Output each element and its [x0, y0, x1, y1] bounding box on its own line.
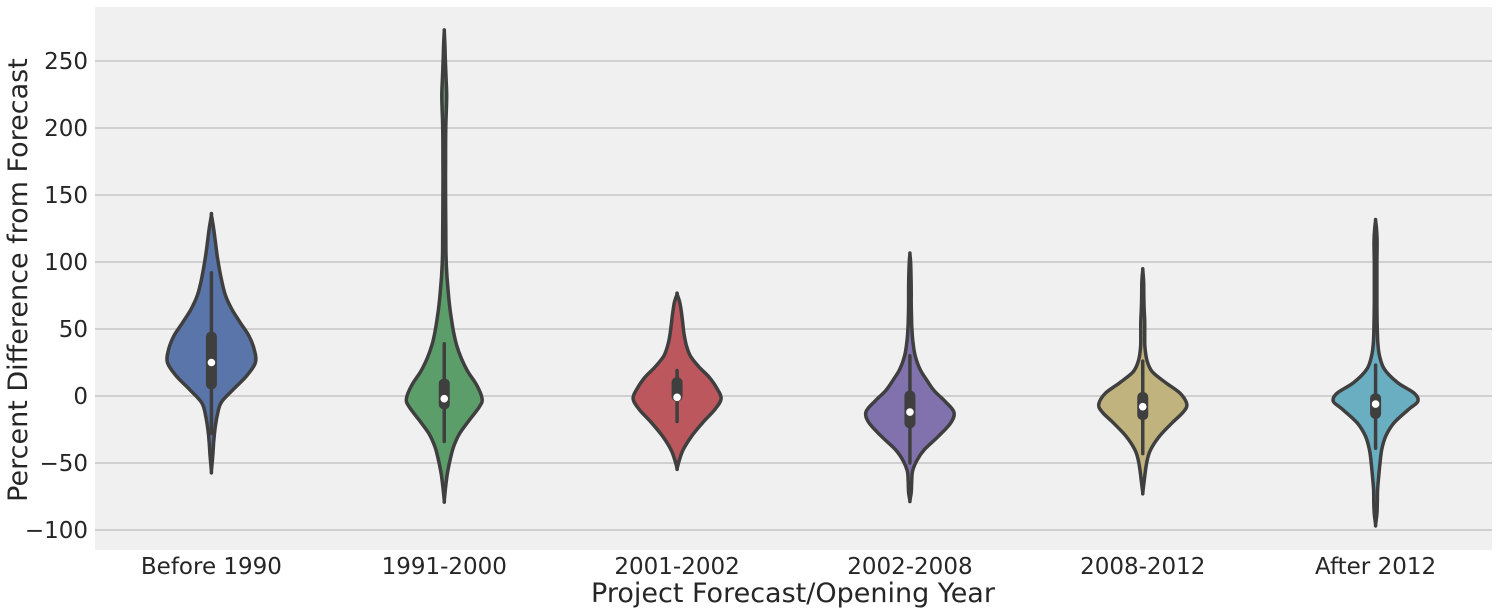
iqr-box: [438, 378, 450, 410]
x-tick-labels: Before 1990 1991-2000 2001-2002 2002-2008 20…: [141, 554, 1436, 580]
x-tick-label: After 2012: [1315, 554, 1436, 580]
median-point: [906, 408, 914, 416]
plot-background: [95, 7, 1492, 550]
x-tick-label: 1991-2000: [382, 554, 507, 580]
y-tick-label: 50: [59, 317, 88, 343]
y-tick-label: 250: [44, 49, 88, 75]
y-tick-label: 100: [44, 250, 88, 276]
violin-body: [404, 28, 484, 504]
x-tick-label: Before 1990: [141, 554, 282, 580]
median-point: [673, 393, 681, 402]
median-point: [440, 394, 449, 403]
x-tick-label: 2002-2008: [847, 554, 972, 580]
violin-1991-2000: [404, 28, 484, 504]
y-tick-label: −50: [39, 451, 88, 477]
median-point: [207, 358, 216, 367]
violin-2002-2008: [863, 251, 956, 504]
violin-before-1990: [165, 211, 258, 475]
x-tick-label: 2008-2012: [1080, 554, 1205, 580]
violin-2008-2012: [1096, 266, 1189, 496]
median-point: [1371, 400, 1380, 408]
y-tick-label: −100: [25, 518, 88, 544]
violin-after-2012: [1331, 217, 1420, 528]
y-tick-label: 200: [44, 116, 88, 142]
violins: [165, 28, 1420, 528]
y-tick-labels: −100 −50 0 50 100 150 200 250: [25, 49, 88, 544]
y-tick-label: 150: [44, 183, 88, 209]
y-axis-label: Percent Difference from Forecast: [3, 58, 34, 502]
x-tick-label: 2001-2002: [614, 554, 739, 580]
y-tick-label: 0: [73, 384, 88, 410]
grid-lines: [95, 60, 1492, 531]
violin-2001-2002: [631, 291, 723, 472]
median-point: [1138, 402, 1147, 411]
x-axis-label: Project Forecast/Opening Year: [591, 578, 996, 609]
